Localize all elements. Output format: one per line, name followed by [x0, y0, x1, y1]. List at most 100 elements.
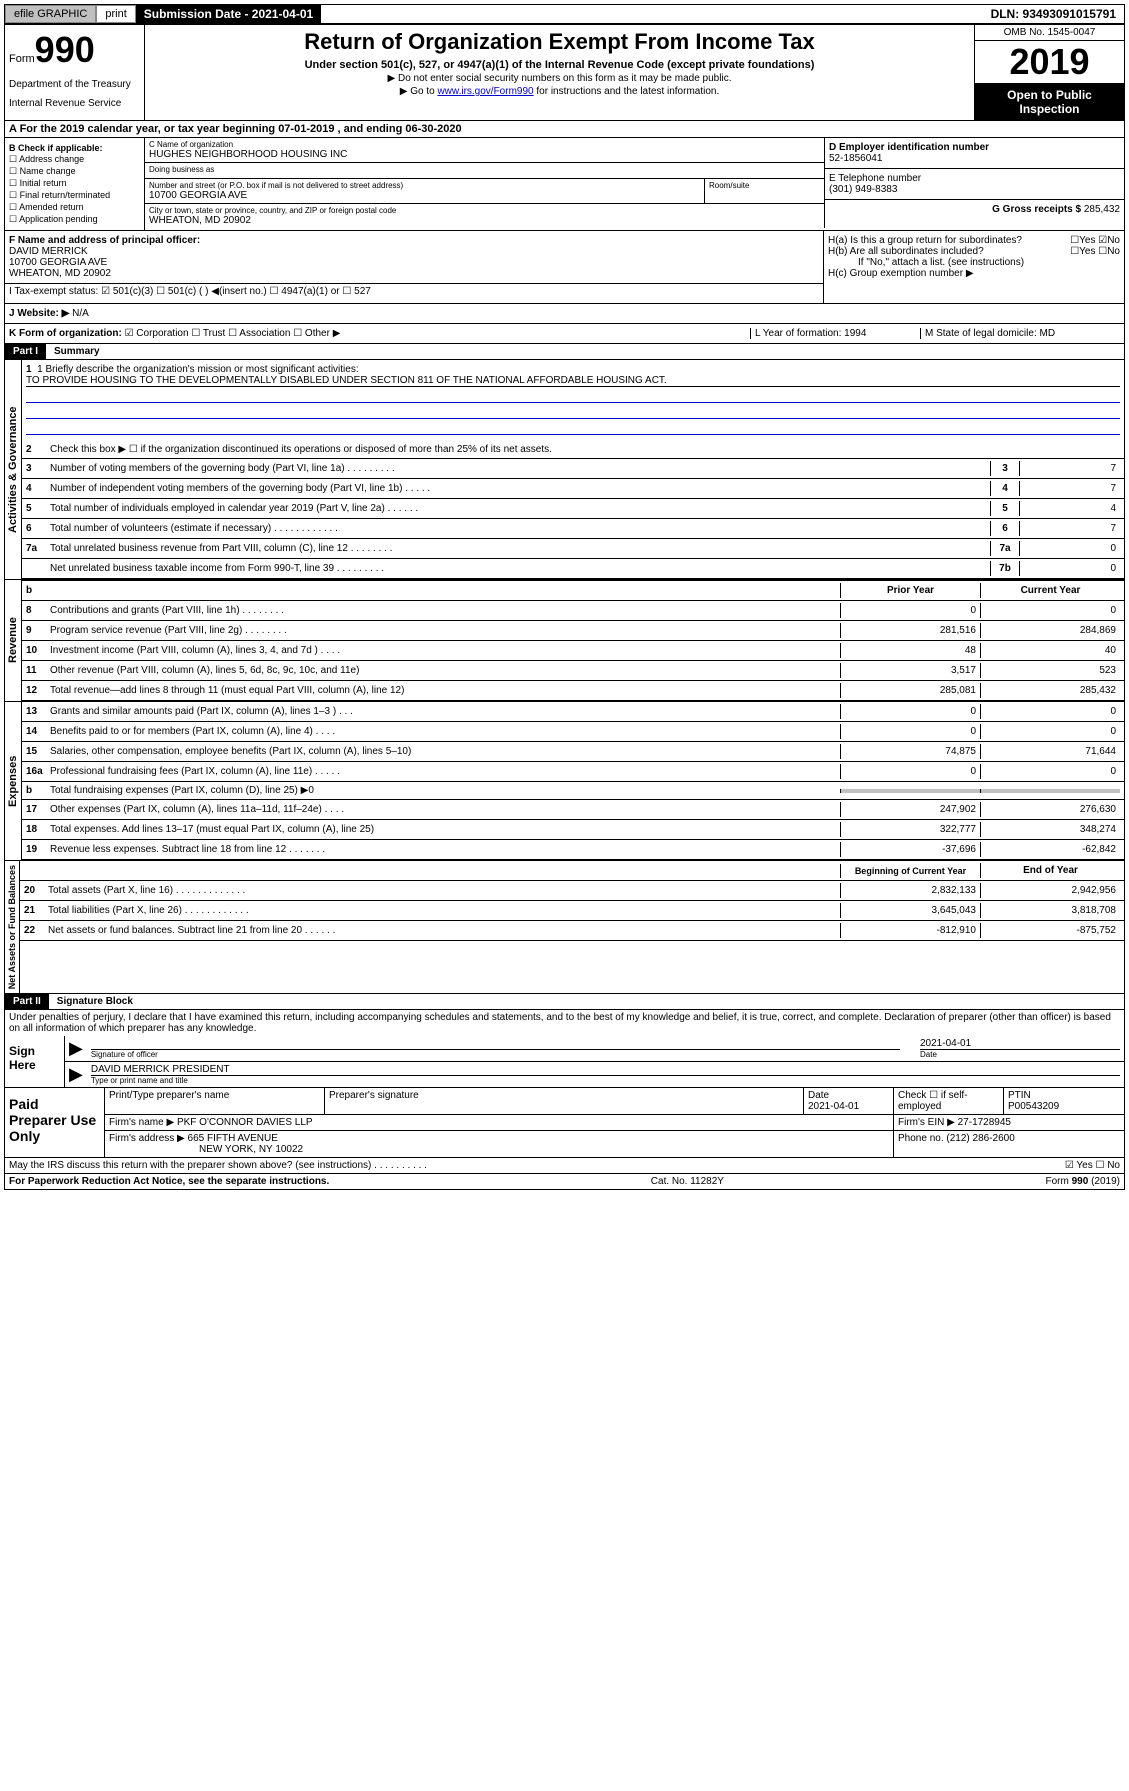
paid-preparer-label: Paid Preparer Use Only [5, 1088, 105, 1157]
current-value: 284,869 [980, 623, 1120, 638]
room-suite-label: Room/suite [709, 181, 820, 190]
part-i-header: Part ISummary [4, 344, 1125, 360]
current-value: 523 [980, 663, 1120, 678]
officer-addr1: 10700 GEORGIA AVE [9, 257, 819, 268]
beginning-year-header: Beginning of Current Year [840, 864, 980, 878]
prior-value: 0 [840, 603, 980, 618]
form-container: efile GRAPHIC print Submission Date - 20… [0, 0, 1129, 1194]
summary-line: Other expenses (Part IX, column (A), lin… [50, 804, 840, 815]
summary-value: 4 [1020, 501, 1120, 516]
tax-exempt-options[interactable]: ☑ 501(c)(3) ☐ 501(c) ( ) ◀(insert no.) ☐… [101, 286, 371, 297]
firm-name: Firm's name ▶ PKF O'CONNOR DAVIES LLP [105, 1115, 894, 1130]
prior-value: 247,902 [840, 802, 980, 817]
dba-label: Doing business as [149, 165, 214, 176]
org-name: HUGHES NEIGHBORHOOD HOUSING INC [149, 149, 820, 160]
print-button[interactable]: print [96, 5, 135, 23]
summary-line: Net unrelated business taxable income fr… [50, 563, 990, 574]
summary-line: Other revenue (Part VIII, column (A), li… [50, 665, 840, 676]
paperwork-notice: For Paperwork Reduction Act Notice, see … [9, 1176, 329, 1187]
firm-address: Firm's address ▶ 665 FIFTH AVENUENEW YOR… [105, 1131, 894, 1157]
summary-line: Total unrelated business revenue from Pa… [50, 543, 990, 554]
mission-text: TO PROVIDE HOUSING TO THE DEVELOPMENTALL… [26, 375, 1120, 387]
officer-name: DAVID MERRICK [9, 246, 819, 257]
top-bar: efile GRAPHIC print Submission Date - 20… [4, 4, 1125, 24]
summary-line: Total number of volunteers (estimate if … [50, 523, 990, 534]
name-title-label: Type or print name and title [91, 1076, 1120, 1085]
current-value: 285,432 [980, 683, 1120, 698]
current-value: -62,842 [980, 842, 1120, 857]
checkbox-amended-return[interactable]: ☐ Amended return [9, 202, 140, 213]
ha-yesno[interactable]: ☐Yes ☑No [1070, 235, 1120, 246]
summary-line: Program service revenue (Part VIII, line… [50, 625, 840, 636]
summary-line: Total expenses. Add lines 13–17 (must eq… [50, 824, 840, 835]
end-year-header: End of Year [980, 863, 1120, 878]
firm-phone: Phone no. (212) 286-2600 [894, 1131, 1124, 1157]
ein-value: 52-1856041 [829, 153, 1120, 164]
section-f-officer: F Name and address of principal officer:… [5, 231, 824, 303]
prior-value: 3,645,043 [840, 903, 980, 918]
prior-value: 285,081 [840, 683, 980, 698]
prior-value: 281,516 [840, 623, 980, 638]
row-j-website: J Website: ▶ N/A [4, 304, 1125, 324]
summary-line: Contributions and grants (Part VIII, lin… [50, 605, 840, 616]
summary-section: Activities & Governance 1 1 Briefly desc… [4, 360, 1125, 580]
irs-link[interactable]: www.irs.gov/Form990 [437, 86, 533, 97]
form-number: 990 [35, 29, 95, 70]
summary-value: 0 [1020, 541, 1120, 556]
checkbox-application-pending[interactable]: ☐ Application pending [9, 214, 140, 225]
current-value: 3,818,708 [980, 903, 1120, 918]
discuss-question: May the IRS discuss this return with the… [9, 1160, 427, 1171]
sig-date: 2021-04-01 [920, 1038, 1120, 1050]
current-value [980, 789, 1120, 793]
form-label: Form [9, 53, 35, 65]
summary-line: Number of independent voting members of … [50, 483, 990, 494]
current-year-header: Current Year [980, 583, 1120, 598]
section-h-group: H(a) Is this a group return for subordin… [824, 231, 1124, 303]
hb-yesno[interactable]: ☐Yes ☐No [1070, 246, 1120, 257]
summary-line: Total number of individuals employed in … [50, 503, 990, 514]
preparer-sig-label: Preparer's signature [325, 1088, 804, 1114]
checkbox-name-change[interactable]: ☐ Name change [9, 166, 140, 177]
checkbox-address-change[interactable]: ☐ Address change [9, 154, 140, 165]
open-to-public: Open to Public Inspection [975, 84, 1124, 120]
current-value: 0 [980, 764, 1120, 779]
checkbox-initial-return[interactable]: ☐ Initial return [9, 178, 140, 189]
perjury-statement: Under penalties of perjury, I declare th… [5, 1010, 1124, 1036]
prior-value: 0 [840, 724, 980, 739]
tax-exempt-label: I Tax-exempt status: [9, 286, 98, 297]
current-value: 348,274 [980, 822, 1120, 837]
checkbox-final-return[interactable]: ☐ Final return/terminated [9, 190, 140, 201]
cat-number: Cat. No. 11282Y [651, 1176, 724, 1187]
city-label: City or town, state or province, country… [149, 206, 396, 215]
summary-value: 7 [1020, 521, 1120, 536]
line2-checkbox[interactable]: Check this box ▶ ☐ if the organization d… [50, 444, 1120, 455]
summary-line: Number of voting members of the governin… [50, 463, 990, 474]
gross-receipts-label: G Gross receipts $ [992, 204, 1081, 215]
officer-addr2: WHEATON, MD 20902 [9, 268, 819, 279]
summary-value: 7 [1020, 461, 1120, 476]
efile-button[interactable]: efile GRAPHIC [5, 5, 96, 23]
prior-year-header: Prior Year [840, 583, 980, 598]
expenses-section: Expenses 13Grants and similar amounts pa… [4, 702, 1125, 861]
current-value: 40 [980, 643, 1120, 658]
line1-label: 1 1 Briefly describe the organization's … [26, 364, 1120, 375]
address-label: Number and street (or P.O. box if mail i… [149, 181, 700, 190]
prior-value [840, 789, 980, 793]
submission-date: Submission Date - 2021-04-01 [136, 5, 321, 23]
form-note-ssn: ▶ Do not enter social security numbers o… [149, 73, 970, 84]
self-employed-check[interactable]: Check ☐ if self-employed [894, 1088, 1004, 1114]
prior-value: 74,875 [840, 744, 980, 759]
prior-value: 3,517 [840, 663, 980, 678]
street-address: 10700 GEORGIA AVE [149, 190, 700, 201]
discuss-yesno[interactable]: ☑ Yes ☐ No [1065, 1160, 1120, 1171]
arrow-icon: ▶ [69, 1064, 83, 1085]
form-org-options[interactable]: ☑ Corporation ☐ Trust ☐ Association ☐ Ot… [125, 328, 341, 339]
state-domicile: M State of legal domicile: MD [920, 328, 1120, 339]
governance-label: Activities & Governance [5, 360, 22, 579]
revenue-section: Revenue b Prior Year Current Year 8Contr… [4, 580, 1125, 702]
current-value: 0 [980, 724, 1120, 739]
prior-value: -37,696 [840, 842, 980, 857]
gross-receipts-value: 285,432 [1084, 204, 1120, 215]
prior-value: 2,832,133 [840, 883, 980, 898]
sign-here-label: Sign Here [5, 1036, 65, 1087]
